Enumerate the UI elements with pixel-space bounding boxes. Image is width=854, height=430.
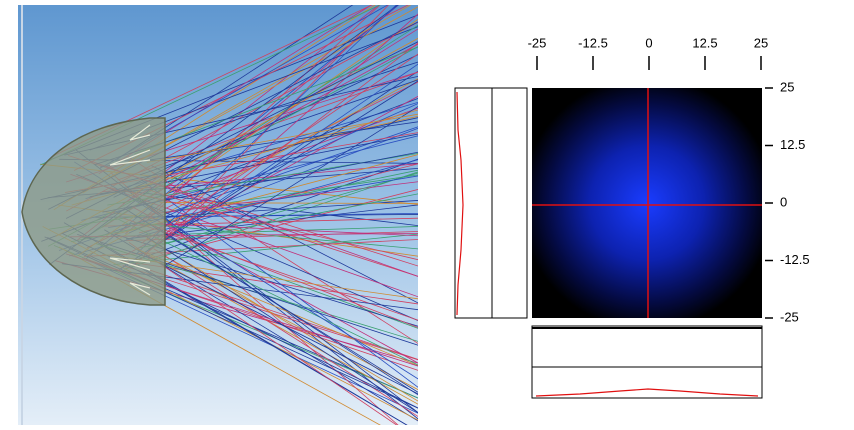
ray: [151, 224, 418, 328]
ray: [125, 208, 418, 393]
ray: [154, 13, 418, 247]
ray: [139, 197, 418, 414]
y-tick-label: 25: [780, 79, 794, 94]
rays: [40, 5, 418, 425]
ray: [138, 163, 418, 234]
x-tick-label: -12.5: [578, 35, 608, 50]
ray: [154, 225, 418, 396]
irradiance-panel: -25 -12.5 0 12.5 25 25 12.5 0 -12.5 -25: [454, 35, 810, 399]
ray: [146, 113, 418, 163]
ray: [145, 237, 418, 402]
ray: [152, 80, 418, 248]
ray: [148, 172, 418, 250]
left-profile: [456, 91, 464, 316]
ray: [117, 71, 418, 181]
ray: [141, 53, 418, 244]
ray: [149, 189, 418, 277]
ray: [164, 106, 418, 267]
ray: [145, 42, 418, 254]
left-profile-box: [454, 87, 528, 319]
lens-facets: [109, 124, 151, 296]
ray: [139, 193, 418, 249]
x-tick-label: 12.5: [692, 35, 717, 50]
ray: [116, 5, 354, 160]
ray: [118, 218, 418, 366]
ray: [141, 179, 418, 388]
x-tick-label: -25: [528, 35, 547, 50]
y-tick-label: 0: [780, 194, 787, 209]
x-tick-label: 0: [645, 35, 652, 50]
bottom-profile-box: [531, 325, 763, 399]
ray-trace-view: [18, 5, 418, 425]
ray: [119, 259, 418, 360]
ray: [128, 242, 398, 425]
y-tick-label: -25: [780, 309, 799, 324]
bottom-profile: [535, 388, 759, 397]
ray: [128, 103, 418, 234]
irradiance-map: [532, 88, 762, 318]
y-tick-label: -12.5: [780, 252, 810, 267]
ray: [159, 202, 418, 204]
x-tick-label: 25: [754, 35, 768, 50]
axes: -25 -12.5 0 12.5 25 25 12.5 0 -12.5 -25: [528, 35, 810, 324]
ray: [130, 205, 418, 364]
lens: [21, 117, 166, 306]
ray: [134, 222, 418, 250]
ray: [141, 5, 381, 226]
ray: [153, 248, 418, 417]
ray: [134, 248, 418, 367]
y-tick-label: 12.5: [780, 137, 805, 152]
ray: [125, 95, 418, 256]
ray: [159, 262, 418, 395]
